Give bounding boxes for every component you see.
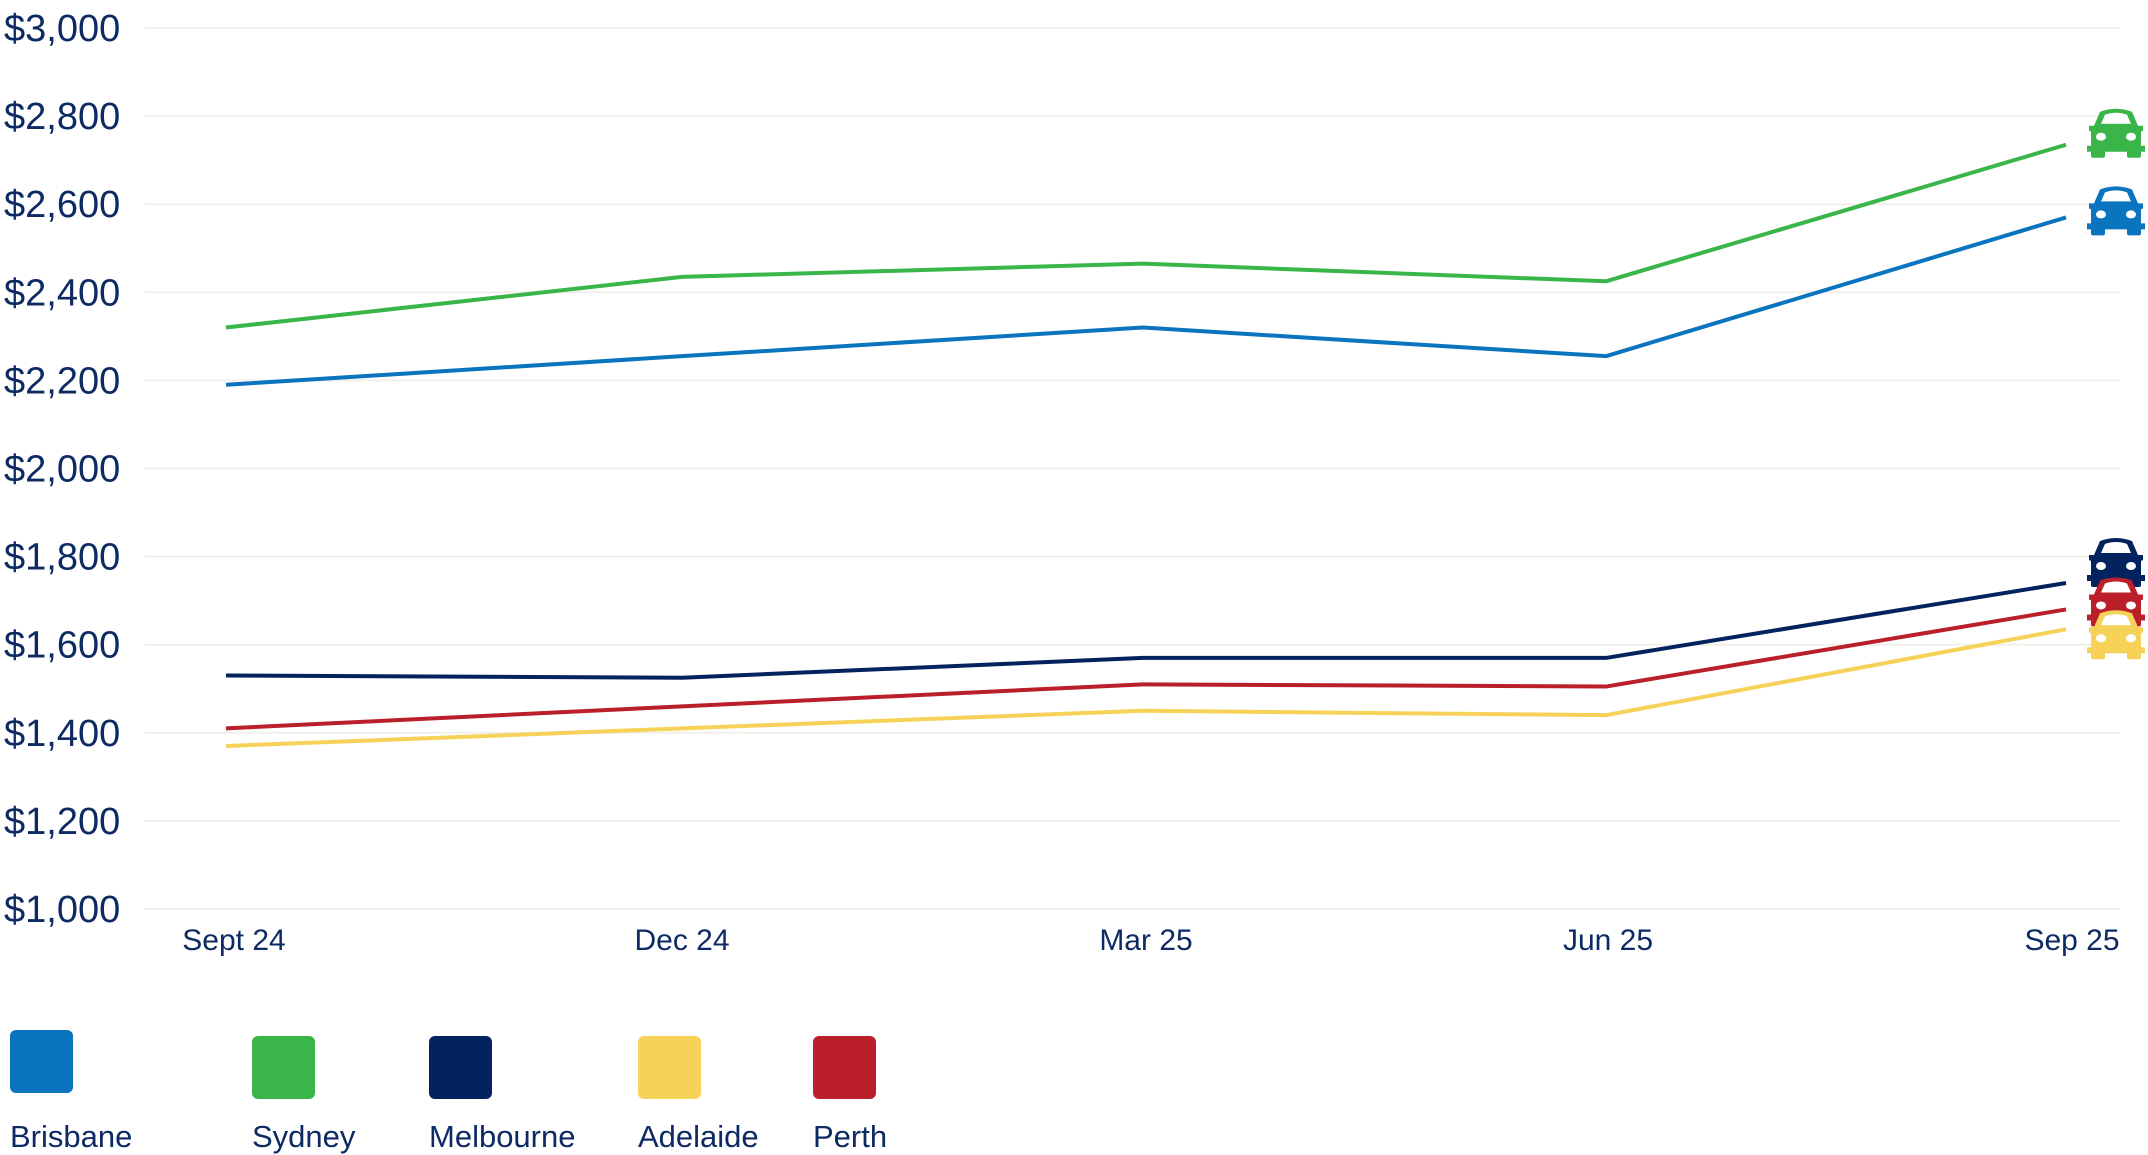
legend-item-perth: Perth <box>813 1036 887 1155</box>
y-tick-label: $2,000 <box>4 449 120 491</box>
y-axis: $1,000 $1,200 $1,400 $1,600 $1,800 $2,000 $2,2… <box>4 8 120 931</box>
legend-label: Adelaide <box>638 1119 759 1155</box>
y-tick-label: $2,200 <box>4 360 120 402</box>
legend-item-sydney: Sydney <box>252 1036 355 1155</box>
legend-item-adelaide: Adelaide <box>638 1036 759 1155</box>
legend-swatch <box>638 1036 701 1099</box>
y-tick-label: $2,600 <box>4 184 120 226</box>
legend-label: Perth <box>813 1119 887 1155</box>
y-tick-label: $2,800 <box>4 96 120 138</box>
y-tick-label: $3,000 <box>4 8 120 50</box>
y-tick-label: $1,000 <box>4 889 120 931</box>
x-tick-label: Mar 25 <box>1099 924 1192 957</box>
series-line-adelaide <box>226 629 2066 746</box>
legend-swatch <box>252 1036 315 1099</box>
x-tick-label: Sept 24 <box>182 924 285 957</box>
gridlines <box>145 28 2120 909</box>
x-tick-label: Sep 25 <box>2024 924 2119 957</box>
end-markers <box>2087 109 2145 660</box>
legend-label: Sydney <box>252 1119 355 1155</box>
legend-swatch <box>813 1036 876 1099</box>
x-tick-label: Jun 25 <box>1563 924 1653 957</box>
legend-swatch <box>10 1030 73 1093</box>
y-tick-label: $2,400 <box>4 272 120 314</box>
series-line-melbourne <box>226 583 2066 678</box>
series-line-brisbane <box>226 217 2066 384</box>
line-chart: $1,000 $1,200 $1,400 $1,600 $1,800 $2,000 $2,2… <box>0 0 2148 1030</box>
legend-swatch <box>429 1036 492 1099</box>
y-tick-label: $1,400 <box>4 713 120 755</box>
legend-item-melbourne: Melbourne <box>429 1036 575 1155</box>
y-tick-label: $1,800 <box>4 537 120 579</box>
legend-label: Melbourne <box>429 1119 575 1155</box>
car-icon <box>2087 186 2145 235</box>
legend-item-brisbane: Brisbane <box>10 1030 132 1155</box>
series-lines <box>226 145 2066 746</box>
x-tick-label: Dec 24 <box>634 924 729 957</box>
x-axis: Sept 24 Dec 24 Mar 25 Jun 25 Sep 25 <box>182 924 2119 957</box>
y-tick-label: $1,600 <box>4 625 120 667</box>
legend-label: Brisbane <box>10 1119 132 1155</box>
y-tick-label: $1,200 <box>4 801 120 843</box>
